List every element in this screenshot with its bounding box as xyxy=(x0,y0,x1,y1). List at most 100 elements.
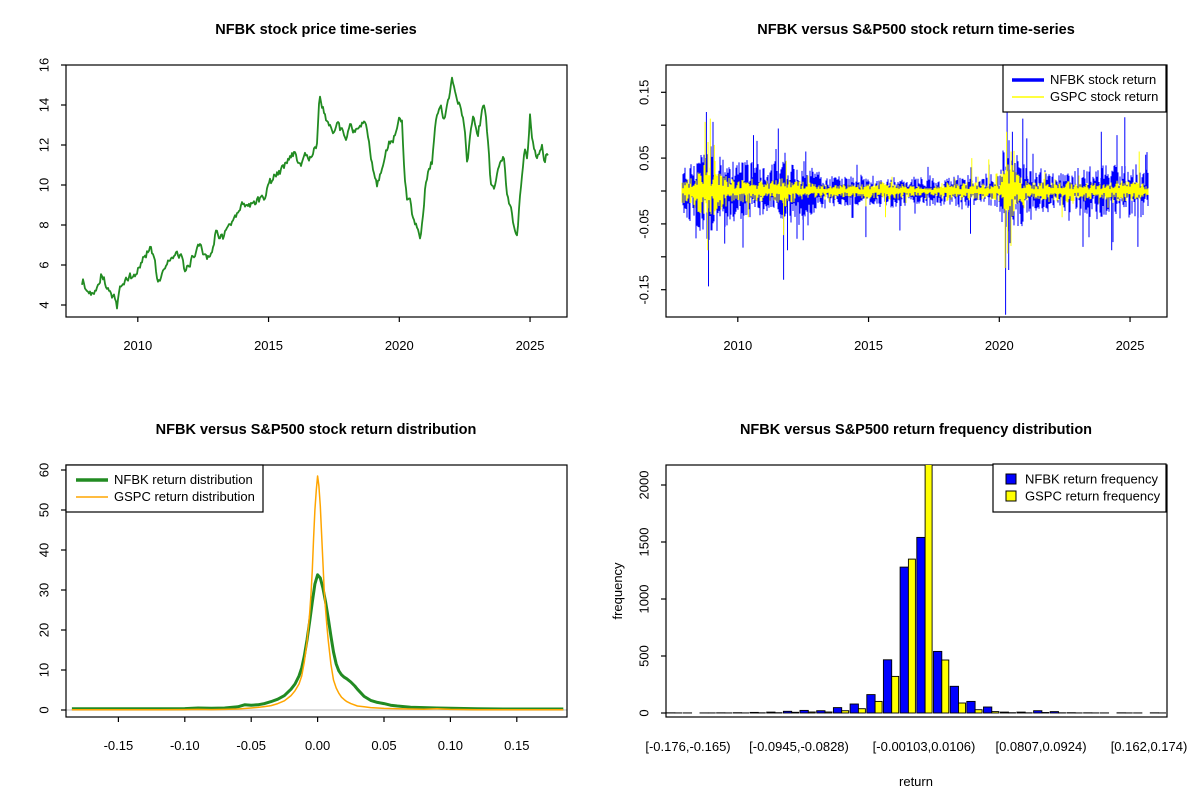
price-title: NFBK stock price time-series xyxy=(215,22,416,38)
nfbk-frequency-bar xyxy=(782,710,793,714)
gspc-frequency-bar xyxy=(807,711,816,714)
nfbk-frequency-bar xyxy=(983,706,993,714)
nfbk-frequency-bar xyxy=(933,650,943,714)
legend-item-label: NFBK stock return xyxy=(1050,72,1156,87)
nfbk-frequency-bar xyxy=(816,710,826,714)
y-tick-label: 1500 xyxy=(637,528,652,557)
y-tick-label: 40 xyxy=(37,543,52,557)
y-tick-label: 10 xyxy=(37,178,52,192)
histogram-xlabel: return xyxy=(899,774,933,789)
density-panel: -0.15 -0.10 -0.05 0.00 0.05 0.10 0.15 0 10 20 30 40… xyxy=(0,400,600,800)
returns-chart: 2010 2015 2020 2025 0.15 0.05 -0.05 -0.15 NFBK … xyxy=(637,22,1168,353)
x-tick-label: 2020 xyxy=(385,338,414,353)
nfbk-frequency-bar xyxy=(882,659,893,714)
histogram-ylabel: frequency xyxy=(610,562,625,620)
x-tick-label: 0.05 xyxy=(371,738,396,753)
density-legend: NFBK return distribution GSPC return dis… xyxy=(65,464,264,513)
y-tick-label: 6 xyxy=(37,261,52,268)
nfbk-frequency-bar xyxy=(1049,711,1059,714)
x-tick-label: 2010 xyxy=(723,338,752,353)
histogram-chart: 0 500 1000 1500 2000 [-0.176,-0.165) [-0.0945,… xyxy=(610,422,1188,789)
price-chart: 2010 2015 2020 2025 4 6 8 10 12 14 16 NFBK stock p… xyxy=(37,22,568,353)
price-panel: 2010 2015 2020 2025 4 6 8 10 12 14 16 NFBK stock p… xyxy=(0,0,600,400)
x-tick-label: -0.05 xyxy=(236,738,266,753)
legend-item-label: GSPC return frequency xyxy=(1025,489,1161,504)
y-tick-label: 8 xyxy=(37,221,52,228)
nfbk-price-series xyxy=(81,76,549,310)
y-tick-label: -0.15 xyxy=(637,275,652,305)
bin-label: [0.162,0.174) xyxy=(1111,739,1188,754)
gspc-frequency-bar xyxy=(841,710,850,714)
gspc-frequency-bar xyxy=(874,700,883,714)
y-tick-label: 10 xyxy=(37,663,52,677)
gspc-return-series xyxy=(681,118,1149,268)
bin-label: [-0.00103,0.0106) xyxy=(873,739,976,754)
nfbk-frequency-swatch xyxy=(1005,473,1017,485)
x-tick-label: -0.10 xyxy=(170,738,200,753)
histogram-panel: 0 500 1000 1500 2000 [-0.176,-0.165) [-0.0945,… xyxy=(600,400,1200,800)
y-tick-label: 0.15 xyxy=(637,80,652,105)
density-plot-area: -0.15 -0.10 -0.05 0.00 0.05 0.10 0.15 0 10 20 30 40… xyxy=(37,463,568,753)
y-tick-label: 0.05 xyxy=(637,145,652,170)
histogram-title: NFBK versus S&P500 return frequency dist… xyxy=(740,422,1092,438)
x-tick-label: -0.15 xyxy=(104,738,134,753)
nfbk-frequency-bar xyxy=(1016,711,1026,714)
gspc-frequency-bar xyxy=(924,465,933,714)
y-tick-label: 500 xyxy=(637,645,652,667)
x-tick-label: 0.15 xyxy=(504,738,529,753)
x-tick-label: 0.00 xyxy=(305,738,330,753)
nfbk-frequency-bar xyxy=(899,566,909,714)
nfbk-frequency-bar xyxy=(949,685,959,714)
bin-label: [-0.0945,-0.0828) xyxy=(749,739,849,754)
x-tick-label: 0.10 xyxy=(438,738,463,753)
returns-legend: NFBK stock return GSPC stock return xyxy=(1002,64,1167,113)
y-tick-label: 4 xyxy=(37,301,52,308)
gspc-frequency-bar xyxy=(991,711,1000,714)
returns-panel: 2010 2015 2020 2025 0.15 0.05 -0.05 -0.15 NFBK … xyxy=(600,0,1200,400)
y-tick-label: 0 xyxy=(37,706,52,713)
x-tick-label: 2015 xyxy=(854,338,883,353)
returns-title: NFBK versus S&P500 stock return time-ser… xyxy=(757,22,1075,38)
plot-border xyxy=(65,464,568,718)
y-tick-label: 0 xyxy=(637,709,652,716)
gspc-frequency-bar xyxy=(891,675,900,714)
nfbk-frequency-bar xyxy=(916,536,926,714)
legend-item-label: GSPC return distribution xyxy=(114,489,255,504)
nfbk-frequency-bar xyxy=(999,711,1009,714)
y-tick-label: 12 xyxy=(37,138,52,152)
nfbk-frequency-bar xyxy=(966,700,976,714)
gspc-frequency-bar xyxy=(941,659,950,714)
x-tick-label: 2010 xyxy=(123,338,152,353)
nfbk-frequency-bar xyxy=(749,711,759,714)
legend-box xyxy=(65,464,264,513)
plot-border xyxy=(665,464,1168,718)
y-tick-label: 20 xyxy=(37,623,52,637)
histogram-legend: NFBK return frequency GSPC return freque… xyxy=(992,463,1167,513)
nfbk-frequency-bar xyxy=(866,694,876,714)
y-tick-label: 14 xyxy=(37,98,52,112)
histogram-bars xyxy=(666,465,1167,714)
legend-item-label: NFBK return frequency xyxy=(1025,472,1158,487)
gspc-frequency-bar xyxy=(824,711,833,714)
gspc-density-curve xyxy=(71,475,564,711)
legend-item-label: NFBK return distribution xyxy=(114,472,253,487)
nfbk-frequency-bar xyxy=(799,709,809,714)
plot-border xyxy=(65,64,568,318)
price-plot-area: 2010 2015 2020 2025 4 6 8 10 12 14 16 xyxy=(37,58,568,353)
legend-box xyxy=(1002,64,1167,113)
y-tick-label: 30 xyxy=(37,583,52,597)
x-tick-label: 2025 xyxy=(1116,338,1145,353)
y-tick-label: 60 xyxy=(37,463,52,477)
legend-box xyxy=(992,463,1167,513)
nfbk-frequency-bar xyxy=(766,711,776,714)
returns-plot-area: 2010 2015 2020 2025 0.15 0.05 -0.05 -0.15 xyxy=(637,64,1168,353)
legend-item-label: GSPC stock return xyxy=(1050,89,1158,104)
y-tick-label: 16 xyxy=(37,58,52,72)
gspc-frequency-bar xyxy=(791,711,800,714)
gspc-frequency-swatch xyxy=(1005,490,1017,502)
x-tick-label: 2015 xyxy=(254,338,283,353)
bin-label: [0.0807,0.0924) xyxy=(995,739,1086,754)
histogram-plot-area: 0 500 1000 1500 2000 [-0.176,-0.165) [-0.0945,… xyxy=(637,464,1188,754)
y-tick-label: 50 xyxy=(37,503,52,517)
density-title: NFBK versus S&P500 stock return distribu… xyxy=(156,422,477,438)
